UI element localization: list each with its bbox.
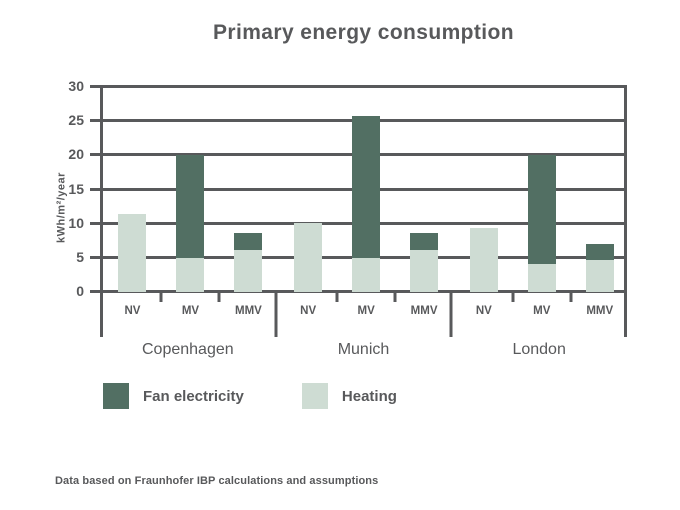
gridline: [100, 85, 627, 88]
category-label-nv: NV: [300, 305, 317, 317]
bar-segment-fan-electricity: [410, 233, 439, 251]
bar-copenhagen-nv: [118, 214, 147, 292]
y-axis-tick: [90, 119, 100, 123]
bar-segment-heating: [410, 250, 439, 292]
bar-copenhagen-mmv: [234, 233, 263, 292]
legend: Fan electricity Heating: [103, 383, 397, 409]
bar-segment-fan-electricity: [527, 155, 556, 264]
bar-copenhagen-mv: [176, 155, 205, 292]
bar-segment-fan-electricity: [176, 155, 205, 258]
category-label-mv: MV: [181, 305, 200, 317]
group-label-munich: Munich: [337, 341, 390, 358]
bar-segment-heating: [469, 228, 498, 292]
bar-munich-mv: [352, 116, 381, 292]
y-tick-label: 25: [68, 112, 84, 129]
y-tick-label: 30: [68, 78, 84, 94]
y-axis-tick: [90, 187, 100, 191]
bar-london-nv: [469, 228, 498, 292]
fan-electricity-swatch-icon: [103, 383, 129, 409]
bar-segment-heating: [585, 259, 614, 292]
category-label-nv: NV: [475, 305, 492, 317]
bar-munich-nv: [294, 222, 323, 292]
y-tick-label: 10: [68, 214, 84, 231]
y-axis-tick: [90, 290, 100, 293]
category-label-mv: MV: [357, 305, 375, 317]
group-separator: [449, 293, 453, 337]
y-tick-label: 20: [68, 146, 84, 163]
y-tick-label: 0: [76, 283, 84, 299]
bar-segment-heating: [527, 263, 556, 292]
x-axis-minor-tick: [569, 293, 573, 302]
plot-area: kWh/m²/year 0 5 10 15 20 25 30 NV MV MMV Copenhage…: [56, 79, 627, 358]
legend-label-fan-electricity: Fan electricity: [143, 387, 244, 405]
bar-segment-heating: [176, 257, 205, 292]
x-axis-minor-tick: [217, 293, 221, 302]
y-tick-label: 15: [68, 180, 84, 197]
source-note: Data based on Fraunhofer IBP calculation…: [55, 475, 379, 487]
y-tick-label: 5: [76, 248, 84, 265]
x-axis-minor-tick: [335, 293, 339, 302]
legend-label-heating: Heating: [341, 387, 397, 405]
legend-item-heating: Heating: [301, 383, 397, 409]
bar-london-mmv: [585, 243, 614, 292]
chart-title: Primary energy consumption: [213, 21, 514, 44]
bar-segment-fan-electricity: [352, 116, 381, 258]
bar-segment-heating: [118, 214, 147, 292]
y-axis-tick: [90, 255, 100, 259]
legend-item-fan-electricity: Fan electricity: [103, 383, 244, 409]
bar-segment-heating: [294, 222, 323, 292]
group-separator: [624, 293, 627, 337]
heating-swatch-icon: [301, 383, 328, 409]
category-label-mmv: MMV: [410, 305, 438, 317]
bar-segment-heating: [234, 250, 263, 292]
bar-munich-mmv: [410, 233, 439, 292]
y-axis-tick: [90, 85, 100, 88]
category-label-mv: MV: [533, 305, 551, 317]
group-separator: [100, 293, 103, 337]
bar-segment-fan-electricity: [585, 243, 614, 260]
bar-segment-heating: [352, 257, 381, 292]
group-separator: [274, 293, 278, 337]
bar-london-mv: [527, 155, 556, 292]
y-axis-tick: [90, 153, 100, 157]
y-axis-tick: [90, 221, 100, 225]
group-label-copenhagen: Copenhagen: [142, 341, 234, 358]
x-axis-minor-tick: [511, 293, 515, 302]
x-axis-minor-tick: [159, 293, 163, 302]
x-axis-minor-tick: [393, 293, 397, 302]
category-label-mmv: MMV: [586, 305, 614, 317]
group-label-london: London: [512, 341, 566, 358]
category-label-mmv: MMV: [235, 305, 262, 317]
category-label-nv: NV: [124, 305, 141, 317]
bar-segment-fan-electricity: [234, 233, 263, 251]
